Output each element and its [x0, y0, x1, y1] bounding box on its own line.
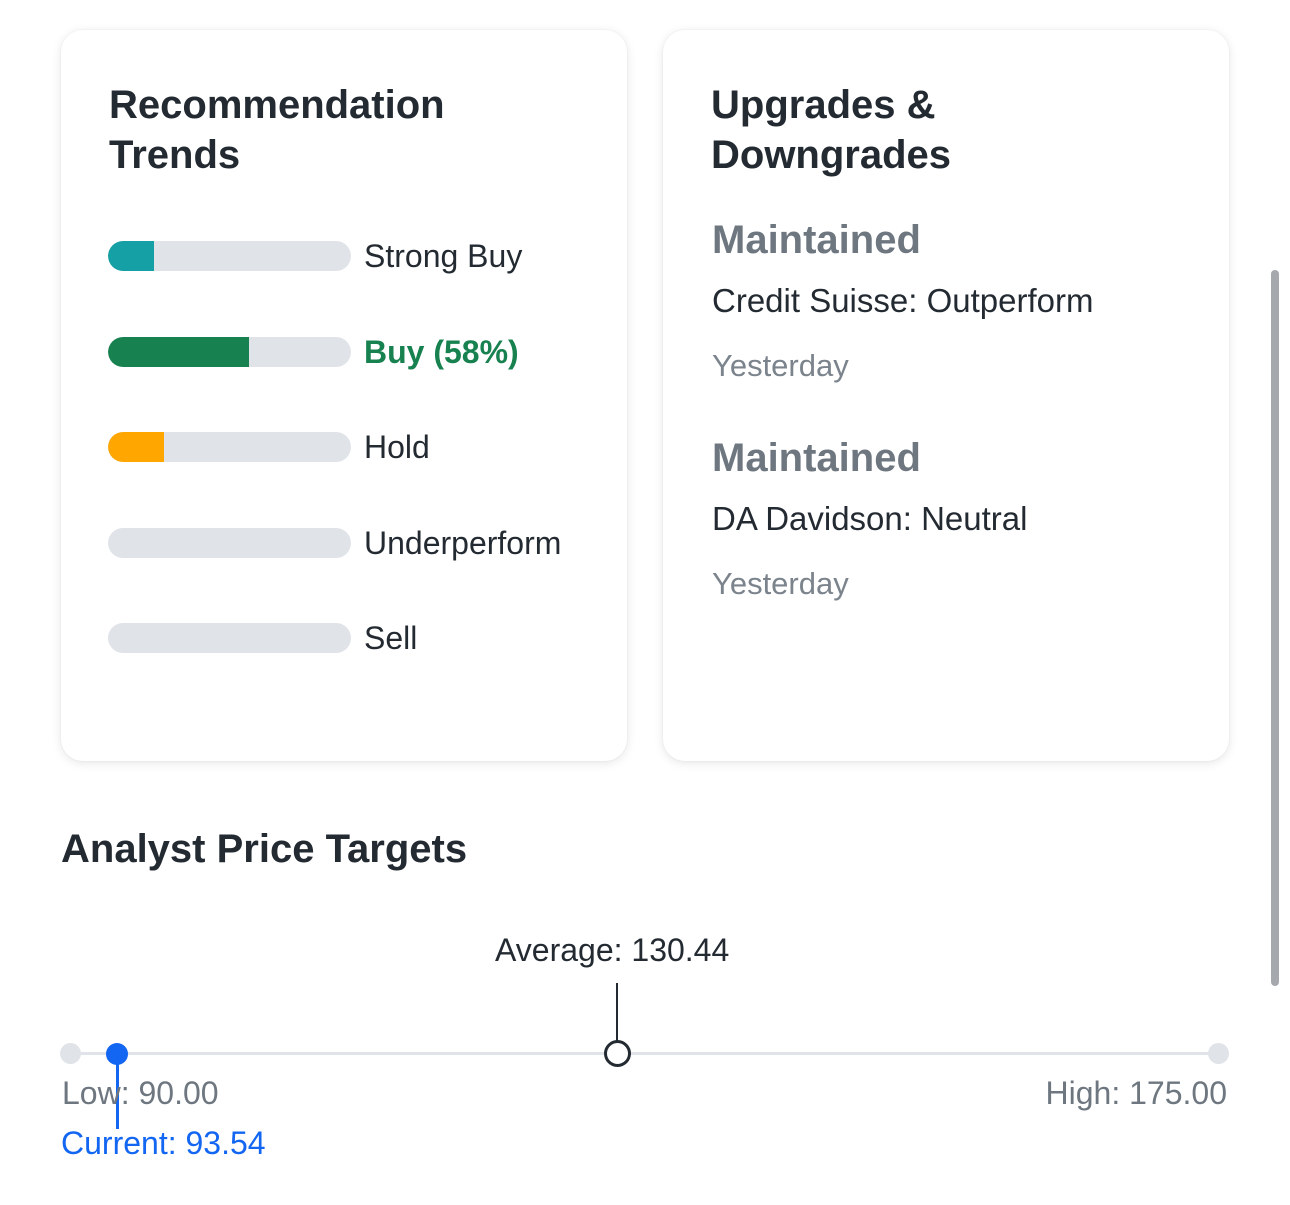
rec-label-strong-buy: Strong Buy [364, 238, 523, 274]
current-price-label: Current: 93.54 [61, 1125, 266, 1161]
rec-label-underperform: Underperform [364, 525, 562, 561]
low-target-dot [60, 1043, 81, 1064]
rec-bar-track [108, 337, 351, 367]
recommendation-trends-card[interactable]: Recommendation Trends Strong Buy Buy (58… [61, 30, 627, 761]
rec-bar-track [108, 528, 351, 558]
upgrades-downgrades-title: Upgrades & Downgrades [711, 83, 952, 177]
upgrade-status: Maintained [712, 218, 921, 262]
rec-bar-fill [108, 241, 154, 271]
price-targets-title: Analyst Price Targets [61, 827, 468, 871]
average-price-label: Average: 130.44 [495, 932, 730, 968]
high-target-dot [1208, 1043, 1229, 1064]
scrollbar[interactable] [1271, 270, 1279, 986]
recommendation-trends-title: Recommendation Trends [109, 83, 445, 177]
average-marker [604, 1040, 631, 1067]
rec-row-sell: Sell [108, 620, 608, 656]
upgrade-time: Yesterday [712, 566, 849, 601]
rec-bar-fill [108, 337, 249, 367]
upgrade-firm-rating: DA Davidson: Neutral [712, 500, 1028, 537]
upgrade-status: Maintained [712, 436, 921, 480]
rec-bar-track [108, 241, 351, 271]
upgrade-time: Yesterday [712, 348, 849, 383]
rec-bar-fill [108, 432, 164, 462]
low-price-label: Low: 90.00 [62, 1075, 219, 1111]
rec-row-buy: Buy (58%) [108, 334, 608, 370]
rec-label-sell: Sell [364, 620, 418, 656]
rec-row-underperform: Underperform [108, 525, 608, 561]
upgrade-firm-rating: Credit Suisse: Outperform [712, 282, 1094, 319]
current-price-stem [116, 1055, 119, 1129]
price-range-track [70, 1052, 1220, 1055]
rec-row-strong-buy: Strong Buy [108, 238, 608, 274]
average-marker-stem [616, 983, 618, 1041]
upgrades-downgrades-card[interactable]: Upgrades & Downgrades Maintained Credit … [663, 30, 1229, 761]
high-price-label: High: 175.00 [1045, 1075, 1227, 1111]
rec-bar-track [108, 432, 351, 462]
rec-label-buy: Buy (58%) [364, 334, 519, 370]
rec-bar-track [108, 623, 351, 653]
current-price-dot [106, 1043, 128, 1065]
rec-label-hold: Hold [364, 429, 430, 465]
rec-row-hold: Hold [108, 429, 608, 465]
